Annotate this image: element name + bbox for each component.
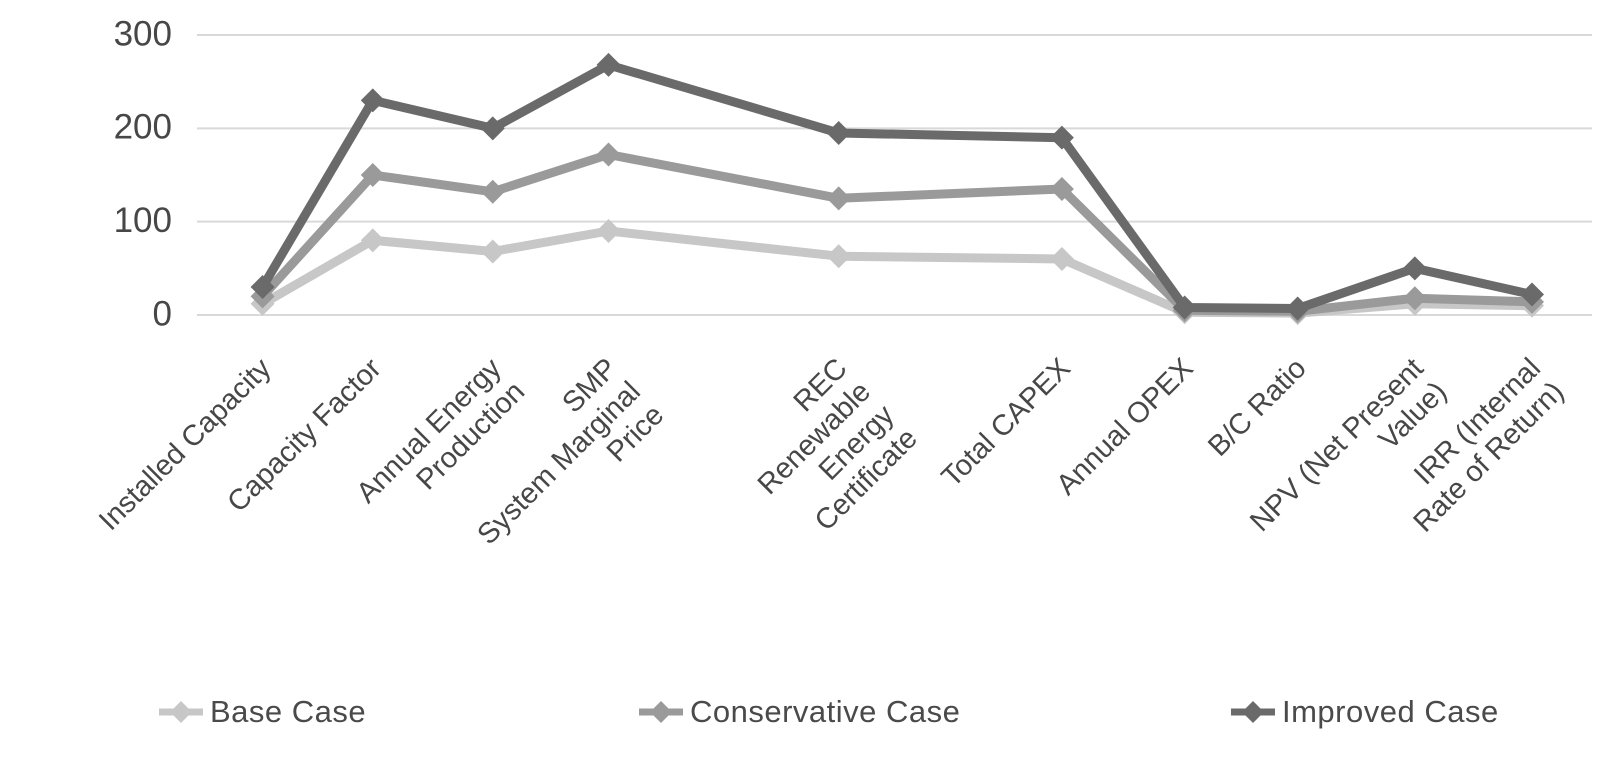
marker-conservative-case-1 [360,163,385,187]
marker-base-case-2 [480,239,505,264]
y-axis-tick-label-300: 300 [114,14,172,53]
marker-improved-case-0 [250,275,275,299]
marker-conservative-case-2 [480,179,505,204]
series-line-improved-case [258,60,1537,313]
legend-label-improved-case: Improved Case [1282,694,1499,729]
marker-improved-case-8 [1402,256,1427,281]
marker-base-case-3 [596,219,621,243]
legend-marker-base-case-icon [159,701,203,723]
marker-conservative-case-4 [826,186,851,211]
marker-improved-case-5 [1049,125,1074,150]
legend-marker-improved-case-icon [1231,701,1275,723]
marker-conservative-case-5 [1049,177,1074,201]
legend-item-improved-case: Improved Case [1230,688,1499,736]
marker-improved-case-3 [596,52,621,77]
legend-marker-conservative-case-icon [639,701,683,723]
marker-improved-case-1 [360,88,385,113]
series-line-base-case [258,226,1537,318]
marker-base-case-1 [360,228,385,253]
marker-improved-case-4 [826,121,851,145]
marker-improved-case-2 [480,116,505,141]
y-axis-tick-label-100: 100 [114,201,172,240]
x-axis-label-7: B/C Ratio [1202,352,1312,462]
legend-item-base-case: Base Case [158,688,366,736]
marker-improved-case-7 [1285,296,1310,321]
marker-base-case-4 [826,244,851,269]
series-line-conservative-case [258,150,1537,316]
marker-improved-case-9 [1520,282,1545,307]
x-axis-label-4: RECRenewableEnergyCertificate [728,352,924,548]
chart-legend: Base Case Conservative Case Improved Cas… [0,688,1615,736]
marker-conservative-case-8 [1402,286,1427,311]
marker-conservative-case-3 [596,142,621,167]
legend-label-base-case: Base Case [210,694,367,729]
legend-label-conservative-case: Conservative Case [690,694,961,729]
y-axis-tick-label-0: 0 [153,294,172,333]
x-axis-label-7-line-0: B/C Ratio [1202,352,1312,462]
marker-improved-case-6 [1172,295,1197,320]
y-axis-tick-label-200: 200 [114,108,172,147]
legend-item-conservative-case: Conservative Case [638,688,960,736]
marker-base-case-5 [1049,247,1074,271]
